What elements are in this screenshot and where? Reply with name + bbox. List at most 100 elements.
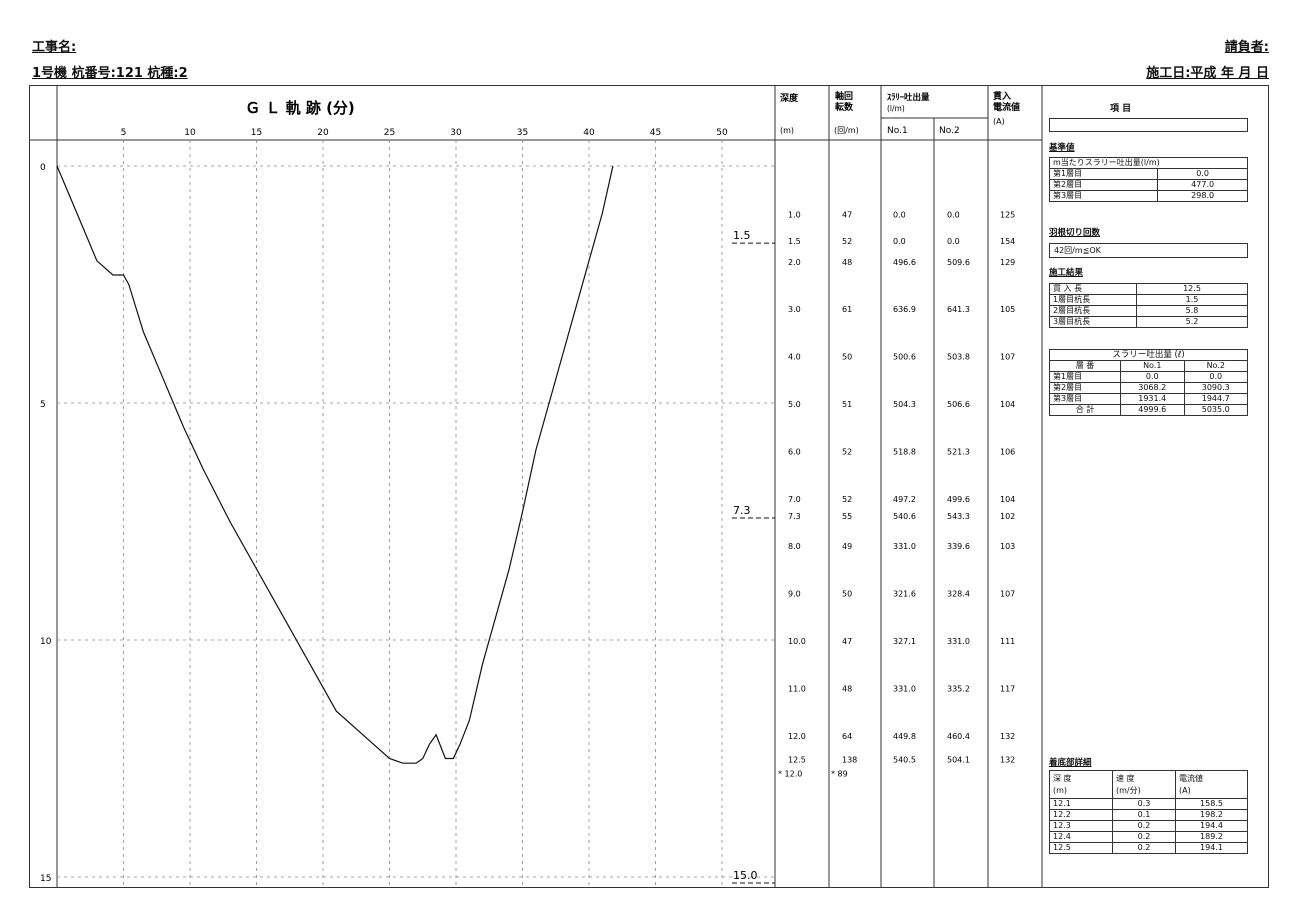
table-cell-rotation: 52	[842, 447, 852, 456]
table-cell-rotation: 48	[842, 684, 852, 693]
table-cell-slurry-no2: 521.3	[947, 447, 970, 456]
slurry-total-table: スラリー吐出量 (ℓ) 層 番 No.1 No.2 第1層目 0.0 0.0 第2層…	[1049, 349, 1248, 416]
table-cell-rotation: 50	[842, 353, 852, 362]
current-header: 貫入	[993, 91, 1011, 102]
table-cell-slurry-no1: 518.8	[893, 447, 916, 456]
slurry-total-cell: 0.0	[1183, 371, 1248, 383]
table-cell-slurry-no1: 0.0	[893, 210, 906, 219]
table-cell-current: 105	[1000, 305, 1015, 314]
table-cell-slurry-no1: 331.0	[893, 542, 916, 551]
table-cell-slurry-no1: 327.1	[893, 637, 916, 646]
x-tick-label: 5	[121, 128, 127, 138]
table-cell-slurry-no1: 540.6	[893, 512, 916, 521]
rotation-unit: (回/m)	[834, 126, 859, 135]
table-cell-current: 154	[1000, 237, 1015, 246]
x-tick-label: 30	[450, 128, 462, 138]
table-cell-rotation: 55	[842, 512, 852, 521]
y-tick-label: 10	[40, 637, 52, 647]
table-cell-slurry-no2: 509.6	[947, 258, 970, 267]
rotation-header: 軸回	[835, 90, 853, 102]
blade-title: 羽根切り回数	[1049, 228, 1101, 238]
table-cell-current: 132	[1000, 756, 1015, 765]
table-cell-depth: 9.0	[788, 590, 801, 599]
table-cell-rotation: 138	[842, 756, 857, 765]
machine-pile-info: 1号機 杭番号:121 杭種:2	[32, 66, 188, 81]
table-cell-current: 106	[1000, 447, 1015, 456]
bottom-cell: 12.2	[1049, 809, 1113, 821]
table-cell-current: 107	[1000, 590, 1015, 599]
x-tick-label: 25	[384, 128, 395, 138]
table-cell-slurry-no1: 496.6	[893, 258, 916, 267]
table-cell-slurry-no2: 503.8	[947, 353, 970, 362]
table-cell-current: 104	[1000, 400, 1015, 409]
table-cell-current: 104	[1000, 495, 1015, 504]
slurry-total-cell: 第1層目	[1049, 371, 1121, 383]
contractor-label: 請負者:	[1224, 40, 1269, 55]
table-cell-depth: 5.0	[788, 400, 801, 409]
layer-value: 298.0	[1157, 190, 1248, 202]
slurry-unit: (l/m)	[887, 104, 905, 113]
table-cell-depth: 12.5	[788, 756, 806, 765]
depth-marker-label: 7.3	[733, 504, 751, 517]
table-cell-current: 103	[1000, 542, 1015, 551]
blade-value: 42回/m≦OK	[1049, 243, 1248, 258]
table-cell-depth: 1.5	[788, 237, 801, 246]
depth-header: 深度	[780, 92, 799, 104]
table-cell-depth: 6.0	[788, 447, 801, 456]
bottom-header: 深 度 (m)	[1049, 770, 1113, 799]
criteria-table: m当たりスラリー吐出量(l/m) 第1層目 0.0 第2層目 477.0 第3層目 2…	[1048, 157, 1248, 202]
layer-label: 第2層目	[1048, 179, 1159, 191]
x-tick-label: 40	[583, 128, 595, 138]
table-cell-rotation: 61	[842, 305, 852, 314]
y-tick-label: 0	[40, 163, 46, 173]
table-cell-rotation: 49	[842, 542, 852, 551]
result-label: 貫 入 長	[1049, 283, 1137, 295]
depth-unit: (m)	[780, 126, 794, 135]
x-tick-label: 45	[650, 128, 661, 138]
layer-label: 第1層目	[1048, 168, 1159, 180]
table-cell-slurry-no2: 328.4	[947, 590, 970, 599]
slurry-total-title: スラリー吐出量 (ℓ)	[1049, 349, 1248, 361]
table-cell-depth: 3.0	[788, 305, 801, 314]
table-cell-current: 111	[1000, 637, 1015, 646]
bottom-cell: 194.4	[1175, 820, 1248, 832]
slurry-total-cell: 合 計	[1049, 404, 1121, 416]
table-cell-slurry-no1: 500.6	[893, 353, 916, 362]
result-value: 12.5	[1136, 283, 1248, 295]
bottom-cell: 0.2	[1112, 842, 1176, 854]
no2-header: No.2	[939, 126, 960, 136]
slurry-total-cell: 4999.6	[1120, 404, 1185, 416]
table-cell-rotation: * 89	[831, 770, 848, 779]
slurry-total-cell: 3068.2	[1120, 382, 1185, 394]
table-cell-slurry-no1: 449.8	[893, 732, 916, 741]
bottom-cell: 0.1	[1112, 809, 1176, 821]
y-tick-label: 5	[40, 400, 46, 410]
table-cell-slurry-no2: 339.6	[947, 542, 970, 551]
table-cell-slurry-no2: 506.6	[947, 400, 970, 409]
bottom-cell: 0.3	[1112, 798, 1176, 810]
table-cell-current: 125	[1000, 210, 1015, 219]
result-table: 貫 入 長 12.5 1層目杭長 1.5 2層目杭長 5.8 3層目杭長 5.2	[1049, 283, 1248, 328]
slurry-total-cell: 0.0	[1120, 371, 1185, 383]
x-tick-label: 20	[317, 128, 329, 138]
x-tick-label: 15	[251, 128, 262, 138]
bottom-detail-table: 深 度 (m) 速 度 (m/分) 電流値 (A) 12.1 0.3 158.5 1…	[1049, 770, 1248, 854]
table-cell-slurry-no2: 335.2	[947, 684, 970, 693]
table-cell-rotation: 52	[842, 237, 852, 246]
table-cell-depth: 2.0	[788, 258, 801, 267]
table-cell-slurry-no1: 540.5	[893, 756, 916, 765]
no1-header: No.1	[887, 126, 908, 136]
layer-value: 477.0	[1157, 179, 1248, 191]
table-cell-rotation: 51	[842, 400, 852, 409]
bottom-cell: 12.5	[1049, 842, 1113, 854]
table-cell-current: 107	[1000, 353, 1015, 362]
table-cell-slurry-no2: 499.6	[947, 495, 970, 504]
y-tick-label: 15	[40, 874, 51, 884]
table-cell-rotation: 64	[842, 732, 852, 741]
chart-title: Ｇ Ｌ 軌 跡 (分)	[245, 99, 355, 117]
depth-marker-label: 15.0	[733, 869, 758, 882]
table-cell-rotation: 52	[842, 495, 852, 504]
table-cell-slurry-no2: 0.0	[947, 210, 960, 219]
table-cell-current: 132	[1000, 732, 1015, 741]
table-cell-depth: 7.3	[788, 512, 801, 521]
